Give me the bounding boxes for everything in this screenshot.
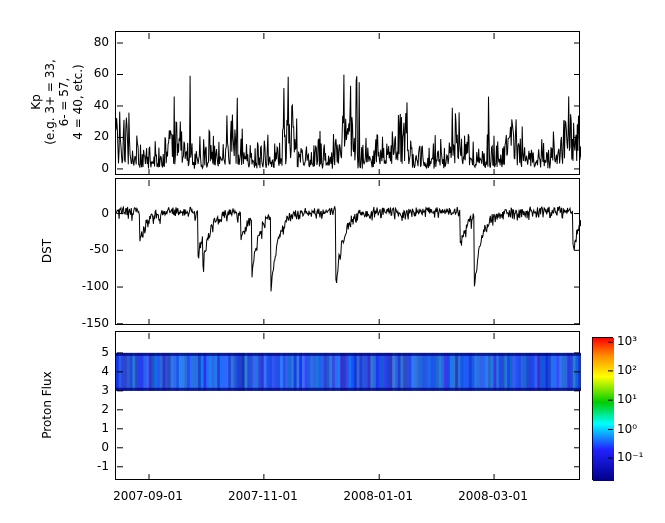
dst-axis-label: DST <box>40 238 54 264</box>
proton-flux-ytick-label: 5 <box>101 344 109 359</box>
kp-index-ytick-label: 0 <box>101 160 109 175</box>
kp-index-ytick-label: 80 <box>93 35 109 50</box>
proton-flux-axis-label: Proton Flux <box>40 371 54 439</box>
colorbar-tick-label: 10⁻¹ <box>617 450 644 465</box>
dst-index-ytick-label: -150 <box>81 315 109 330</box>
kp-plot <box>115 31 581 175</box>
x-axis-tick-label: 2007-11-01 <box>227 489 298 503</box>
colorbar-tick-label: 10³ <box>617 334 638 349</box>
proton-flux-ytick-label: -1 <box>97 458 109 473</box>
dst-index-ytick-label: 0 <box>101 205 109 220</box>
kp-index-ytick-label: 20 <box>93 129 109 144</box>
x-axis-tick-label: 2008-01-01 <box>343 489 414 503</box>
dst-index-ytick-label: -100 <box>81 279 109 294</box>
colorbar-tick-label: 10² <box>617 362 638 377</box>
colorbar-tick-label: 10¹ <box>617 392 638 407</box>
proton-flux-canvas <box>116 333 581 480</box>
dst-plot-canvas <box>116 180 581 325</box>
colorbar <box>592 337 614 481</box>
kp-index-ytick-label: 60 <box>93 66 109 81</box>
proton-flux-ytick-label: 1 <box>101 420 109 435</box>
kp-plot-canvas <box>116 33 581 175</box>
x-axis-tick-label: 2008-03-01 <box>458 489 528 503</box>
dst-plot <box>115 178 581 325</box>
x-axis-tick-label: 2007-09-01 <box>113 489 183 503</box>
colorbar-gradient <box>593 338 614 481</box>
proton-flux-ytick-label: 0 <box>101 439 109 454</box>
proton-flux-ytick-label: 4 <box>101 363 109 378</box>
dst-index-ytick-label: -50 <box>89 242 109 257</box>
proton-flux-ytick-label: 2 <box>101 401 109 416</box>
kp-index-ytick-label: 40 <box>93 97 109 112</box>
proton-flux-ytick-label: 3 <box>101 382 109 397</box>
proton-flux-plot <box>115 331 581 480</box>
colorbar-tick-label: 10⁰ <box>617 421 638 436</box>
